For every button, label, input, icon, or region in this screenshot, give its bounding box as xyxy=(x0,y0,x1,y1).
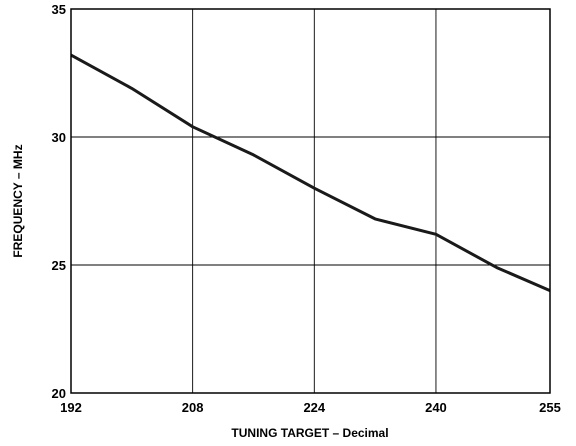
x-axis-title: TUNING TARGET – Decimal xyxy=(231,426,388,440)
y-tick-label: 25 xyxy=(52,258,66,273)
plot-frame xyxy=(70,8,551,394)
x-tick-labels: 192 208 224 240 255 xyxy=(60,400,561,415)
series-layer xyxy=(70,53,551,292)
x-tick-label: 255 xyxy=(539,400,561,415)
y-tick-label: 20 xyxy=(52,386,66,401)
grid-lines xyxy=(71,9,550,393)
y-axis-title: FREQUENCY – MHz xyxy=(11,144,25,257)
x-tick-label: 224 xyxy=(303,400,325,415)
x-tick-label: 208 xyxy=(182,400,204,415)
series-line xyxy=(70,53,551,292)
y-tick-label: 30 xyxy=(52,130,66,145)
x-tick-label: 240 xyxy=(425,400,447,415)
x-tick-label: 192 xyxy=(60,400,82,415)
y-tick-label: 35 xyxy=(52,2,66,17)
y-tick-labels: 20 25 30 35 xyxy=(52,2,66,401)
